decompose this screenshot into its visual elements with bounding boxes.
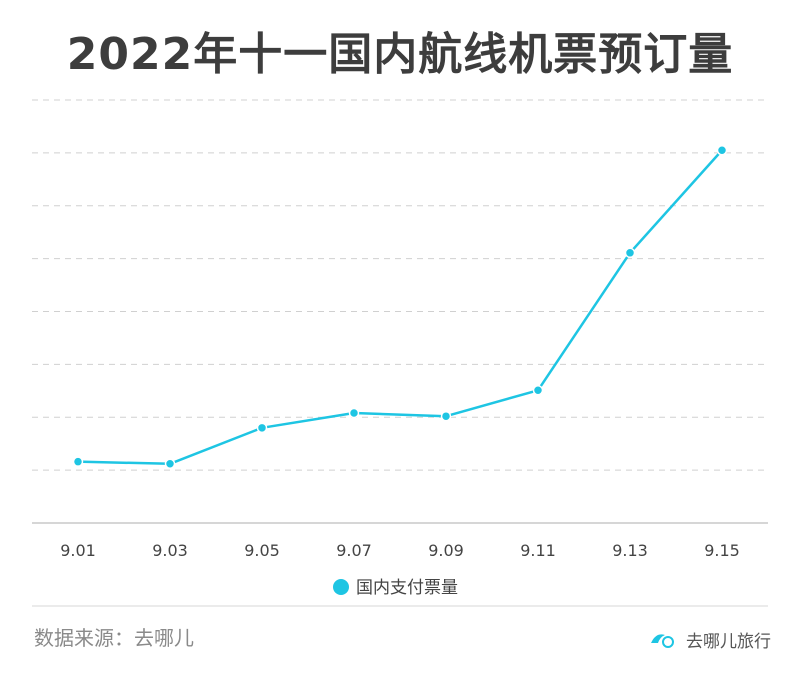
data-point [164, 458, 176, 470]
series-line [77, 149, 723, 466]
x-tick-labels: 9.01 9.03 9.05 9.07 9.09 9.11 9.13 9.15 [60, 541, 740, 560]
x-tick-label: 9.09 [428, 541, 464, 560]
data-point [624, 247, 636, 259]
legend: 国内支付票量 [333, 578, 458, 598]
data-point [348, 407, 360, 419]
x-tick-label: 9.01 [60, 541, 96, 560]
series-layer [72, 144, 728, 470]
legend-label: 国内支付票量 [356, 578, 458, 598]
legend-marker [333, 579, 349, 595]
x-tick-label: 9.07 [336, 541, 372, 560]
data-point [532, 385, 544, 396]
x-tick-label: 9.13 [612, 541, 648, 560]
x-tick-label: 9.15 [704, 541, 740, 560]
data-point [72, 456, 84, 467]
data-point [716, 144, 728, 156]
x-tick-label: 9.03 [152, 541, 188, 560]
data-point [440, 410, 452, 422]
grid-lines [32, 99, 768, 471]
qunar-logo-icon [651, 633, 674, 648]
source-note: 数据来源：去哪儿 [34, 626, 194, 650]
data-point [256, 422, 268, 434]
watermark: 去哪儿旅行 [648, 627, 771, 652]
chart-title: 2022年十一国内航线机票预订量 [66, 29, 734, 80]
x-tick-label: 9.11 [520, 541, 556, 560]
x-tick-label: 9.05 [244, 541, 280, 560]
watermark-text: 去哪儿旅行 [686, 632, 771, 652]
